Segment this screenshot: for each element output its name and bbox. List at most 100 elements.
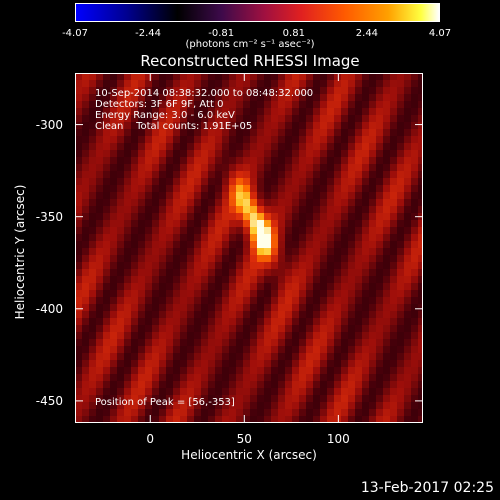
heatmap-cell [75, 150, 83, 158]
heatmap-cell [320, 269, 328, 277]
heatmap-cell [201, 381, 209, 389]
heatmap-cell [299, 395, 307, 403]
heatmap-cell [390, 192, 398, 200]
heatmap-cell [278, 339, 286, 347]
heatmap-cell [383, 325, 391, 333]
heatmap-cell [166, 276, 174, 284]
heatmap-cell [411, 73, 419, 81]
heatmap-cell [418, 311, 423, 319]
heatmap-cell [264, 416, 272, 423]
heatmap-cell [229, 402, 237, 410]
heatmap-cell [348, 409, 356, 417]
heatmap-cell [215, 283, 223, 291]
heatmap-cell [201, 304, 209, 312]
heatmap-cell [383, 206, 391, 214]
heatmap-cell [257, 353, 265, 361]
heatmap-cell [187, 87, 195, 95]
heatmap-cell [404, 94, 412, 102]
heatmap-cell [117, 318, 125, 326]
heatmap-cell [243, 220, 251, 228]
heatmap-cell [131, 199, 139, 207]
heatmap-cell [362, 374, 370, 382]
heatmap-cell [334, 164, 342, 172]
heatmap-cell [313, 178, 321, 186]
heatmap-cell [243, 192, 251, 200]
heatmap-cell [159, 248, 167, 256]
heatmap-cell [327, 220, 335, 228]
heatmap-cell [173, 374, 181, 382]
heatmap-cell [173, 199, 181, 207]
heatmap-cell [411, 94, 419, 102]
heatmap-cell [152, 157, 160, 165]
heatmap-cell [334, 269, 342, 277]
heatmap-cell [208, 206, 216, 214]
heatmap-cell [397, 213, 405, 221]
heatmap-cell [145, 171, 153, 179]
heatmap-cell [82, 80, 90, 88]
heatmap-cell [82, 311, 90, 319]
heatmap-cell [383, 136, 391, 144]
heatmap-cell [278, 241, 286, 249]
heatmap-cell [236, 381, 244, 389]
heatmap-cell [187, 381, 195, 389]
heatmap-cell [180, 276, 188, 284]
heatmap-cell [110, 367, 118, 375]
heatmap-cell [376, 206, 384, 214]
heatmap-cell [131, 276, 139, 284]
heatmap-cell [278, 220, 286, 228]
heatmap-cell [313, 255, 321, 263]
heatmap-cell [208, 157, 216, 165]
heatmap-cell [404, 87, 412, 95]
heatmap-cell [397, 381, 405, 389]
heatmap-cell [222, 262, 230, 270]
heatmap-cell [327, 164, 335, 172]
heatmap-cell [299, 234, 307, 242]
heatmap-cell [103, 325, 111, 333]
heatmap-cell [348, 220, 356, 228]
heatmap-cell [404, 367, 412, 375]
heatmap-cell [299, 360, 307, 368]
heatmap-cell [348, 318, 356, 326]
heatmap-cell [334, 122, 342, 130]
heatmap-cell [173, 80, 181, 88]
heatmap-cell [411, 416, 419, 423]
heatmap-cell [341, 185, 349, 193]
heatmap-cell [404, 353, 412, 361]
heatmap-cell [75, 367, 83, 375]
heatmap-cell [103, 122, 111, 130]
heatmap-cell [229, 297, 237, 305]
heatmap-cell [271, 150, 279, 158]
heatmap-cell [257, 220, 265, 228]
heatmap-cell [236, 213, 244, 221]
heatmap-cell [390, 108, 398, 116]
heatmap-cell [152, 136, 160, 144]
heatmap-cell [131, 332, 139, 340]
heatmap-cell [250, 213, 258, 221]
heatmap-cell [194, 94, 202, 102]
heatmap-cell [313, 115, 321, 123]
heatmap-cell [313, 297, 321, 305]
heatmap-cell [166, 185, 174, 193]
heatmap-cell [124, 297, 132, 305]
heatmap-cell [271, 332, 279, 340]
heatmap-cell [222, 346, 230, 354]
heatmap-cell [152, 304, 160, 312]
heatmap-cell [208, 395, 216, 403]
heatmap-cell [110, 241, 118, 249]
heatmap-cell [103, 290, 111, 298]
heatmap-cell [278, 346, 286, 354]
heatmap-cell [89, 318, 97, 326]
heatmap-cell [201, 143, 209, 151]
heatmap-cell [229, 388, 237, 396]
heatmap-cell [271, 157, 279, 165]
heatmap-cell [376, 192, 384, 200]
heatmap-cell [173, 241, 181, 249]
heatmap-cell [208, 332, 216, 340]
heatmap-cell [327, 101, 335, 109]
heatmap-cell [390, 101, 398, 109]
heatmap-cell [159, 164, 167, 172]
heatmap-cell [369, 73, 377, 81]
heatmap-cell [187, 248, 195, 256]
heatmap-cell [89, 360, 97, 368]
heatmap-cell [110, 157, 118, 165]
